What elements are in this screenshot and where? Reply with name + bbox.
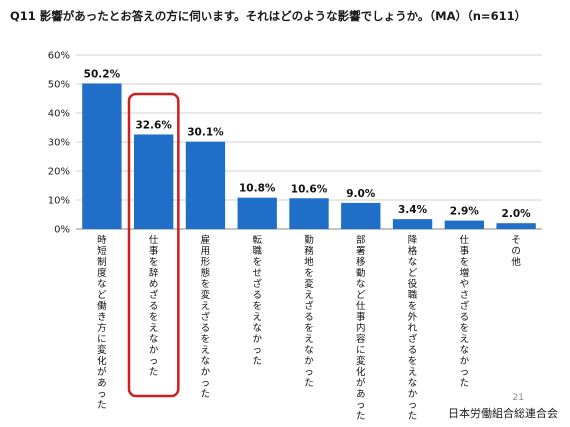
category-label: 降格など役職を外れざるをえなかった [408,234,418,422]
y-tick-label: 50% [48,80,70,91]
data-label: 10.6% [291,183,328,195]
category-label: 仕事を辞めざるをえなかった [149,234,159,378]
bar [444,220,485,229]
data-label: 50.2% [84,68,121,80]
bar [82,83,122,229]
y-tick-label: 40% [48,109,70,120]
data-label: 9.0% [346,188,376,200]
category-label: 転職をせざるをえなかった [252,235,262,367]
page-number: 21 [512,393,524,403]
data-label: 3.4% [398,204,428,216]
category-label: その他 [511,235,521,268]
y-tick-label: 30% [48,138,70,149]
y-tick-label: 20% [48,167,70,178]
organization-name: 日本労働組合総連合会 [448,407,558,420]
category-label: 雇用形態を変えざるをえなかった [201,234,211,400]
y-tick-label: 10% [48,196,70,207]
data-label: 32.6% [135,119,172,131]
y-tick-label: 0% [54,225,70,236]
data-label: 30.1% [187,127,224,139]
bar [392,219,433,229]
category-label: 仕事を増やさざるをえなかった [460,234,470,389]
bar [341,202,381,229]
data-label: 10.8% [239,183,276,195]
highlight-frame [127,92,180,398]
chart-title: Q11 影響があったとお答えの方に伺います。それはどのような影響でしょうか。（M… [10,9,527,23]
bar [496,223,536,229]
bar [185,141,226,229]
y-tick-label: 60% [48,51,70,62]
data-label: 2.9% [450,206,480,218]
bar [237,197,277,229]
category-label: 勤務地を変えざるをえなかった [304,234,314,389]
data-label: 2.0% [502,208,532,220]
bar [289,198,329,229]
category-label: 部署移動など仕事内容に変化があった [356,234,366,422]
bar [133,134,174,229]
category-label: 時短制度など働き方に変化があった [97,235,107,411]
